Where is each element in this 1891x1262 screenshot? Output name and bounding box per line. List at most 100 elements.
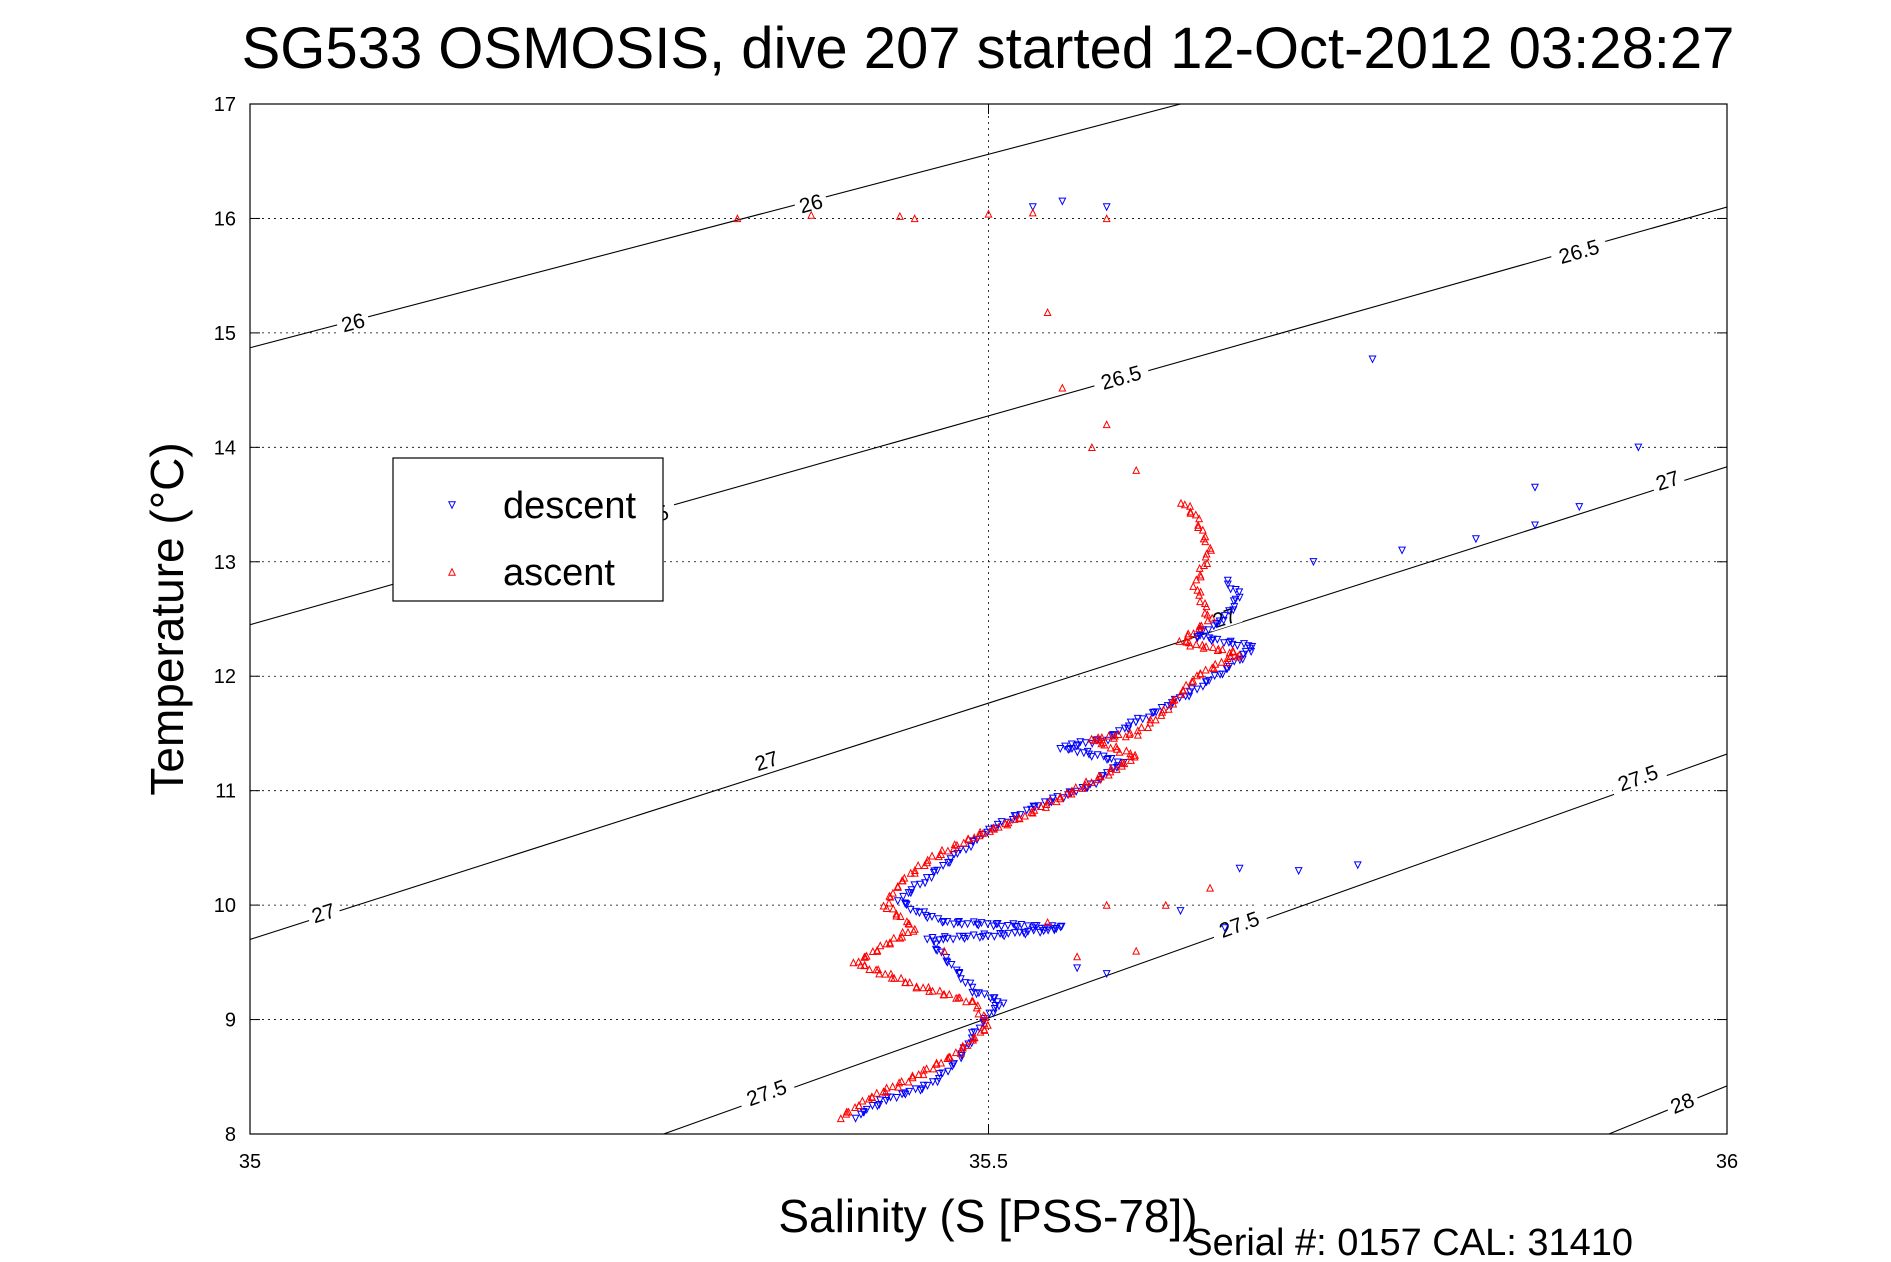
descent-point <box>1210 672 1219 681</box>
ascent-point <box>1131 750 1140 759</box>
ascent-point <box>902 917 911 926</box>
ascent-point <box>1114 729 1123 739</box>
ascent-point <box>908 1071 917 1080</box>
ascent-point <box>1193 585 1202 594</box>
density-contour-label: 27 <box>747 743 785 776</box>
descent-point <box>957 1054 966 1063</box>
ascent-point <box>973 1001 982 1010</box>
ascent-point <box>984 209 993 218</box>
descent-point <box>937 948 946 957</box>
ascent-point <box>1211 659 1220 668</box>
ascent-point <box>1095 735 1104 744</box>
descent-point <box>906 889 915 898</box>
svg-text:26: 26 <box>339 309 367 337</box>
density-contours <box>250 104 1727 1134</box>
ascent-point <box>1071 782 1080 791</box>
ascent-point <box>900 873 909 882</box>
ascent-point <box>952 840 961 849</box>
y-tick-label: 12 <box>214 666 236 688</box>
y-axis-ticks: 8 9 10 11 12 13 14 15 16 17 <box>214 94 1727 1146</box>
ascent-point <box>1151 715 1160 724</box>
descent-point <box>1368 355 1377 364</box>
descent-point <box>910 881 919 890</box>
ascent-point <box>807 210 816 219</box>
ascent-point <box>1082 777 1091 786</box>
ascent-point <box>1225 648 1234 657</box>
ascent-point <box>1097 733 1106 742</box>
descent-point <box>983 932 992 941</box>
descent-point <box>1099 752 1108 761</box>
legend-marker-descent <box>447 501 457 510</box>
ascent-point <box>865 965 874 974</box>
descent-point <box>940 933 949 942</box>
ascent-point <box>1043 917 1052 926</box>
descent-point <box>1176 907 1185 916</box>
ascent-point <box>1120 759 1129 768</box>
descent-point <box>923 935 932 944</box>
ascent-point <box>1133 730 1142 739</box>
ascent-point <box>1196 597 1205 606</box>
ascent-point <box>1198 640 1207 649</box>
descent-point <box>960 934 969 944</box>
ascent-point <box>1056 792 1065 801</box>
descent-point <box>911 1085 920 1094</box>
y-tick-label: 17 <box>214 94 236 116</box>
ascent-point <box>1104 731 1113 740</box>
descent-point <box>969 918 978 927</box>
ascent-point <box>1186 507 1195 516</box>
ascent-point <box>939 990 948 999</box>
ascent-point <box>1184 638 1193 647</box>
descent-point <box>1138 715 1147 724</box>
ascent-point <box>1229 647 1238 656</box>
descent-point <box>1029 802 1038 811</box>
ascent-point <box>1027 807 1036 816</box>
ascent-point <box>919 1070 928 1079</box>
ascent-point <box>923 855 932 864</box>
ascent-point <box>1196 570 1205 579</box>
descent-point <box>1072 787 1081 796</box>
ascent-point <box>903 927 913 936</box>
y-tick-label: 8 <box>225 1124 236 1146</box>
ascent-point <box>1121 732 1130 741</box>
legend-label-descent: descent <box>503 485 637 527</box>
ascent-point <box>1096 772 1105 781</box>
ascent-point <box>1182 680 1191 689</box>
ascent-point <box>943 1053 952 1062</box>
x-axis-ticks: 35 35.5 36 <box>239 104 1738 1173</box>
ascent-point <box>864 1094 873 1103</box>
ascent-point <box>970 833 979 842</box>
ascent-point <box>1209 642 1218 651</box>
descent-point <box>893 897 902 906</box>
ascent-point <box>879 901 888 910</box>
ascent-point <box>945 1052 954 1061</box>
ascent-point <box>892 909 901 918</box>
ascent-point <box>894 1082 903 1091</box>
ascent-point <box>1112 744 1121 753</box>
ascent-point <box>958 1041 967 1050</box>
descent-point <box>1220 612 1229 621</box>
ascent-point <box>1206 543 1215 552</box>
descent-point <box>1248 643 1257 652</box>
descent-point <box>1213 635 1222 644</box>
ascent-point <box>950 840 959 849</box>
ascent-point <box>908 1073 917 1082</box>
descent-point <box>1056 745 1065 754</box>
ascent-point <box>994 822 1003 831</box>
x-tick-label: 36 <box>1716 1151 1738 1173</box>
descent-point <box>1073 964 1082 973</box>
ascent-point <box>970 1033 979 1042</box>
ascent-point <box>928 851 937 860</box>
descent-point <box>1230 657 1239 666</box>
ascent-point <box>1087 734 1096 743</box>
ascent-point <box>1168 695 1177 704</box>
descent-point <box>1126 718 1135 727</box>
descent-point <box>946 855 955 864</box>
descent-point <box>922 874 931 883</box>
descent-point <box>1575 503 1584 512</box>
ascent-point <box>937 849 946 858</box>
ascent-point <box>1095 771 1104 780</box>
descent-point <box>1102 970 1111 979</box>
descent-point <box>1065 745 1074 754</box>
ascent-point <box>1102 214 1111 223</box>
ascent-point <box>1126 728 1135 737</box>
